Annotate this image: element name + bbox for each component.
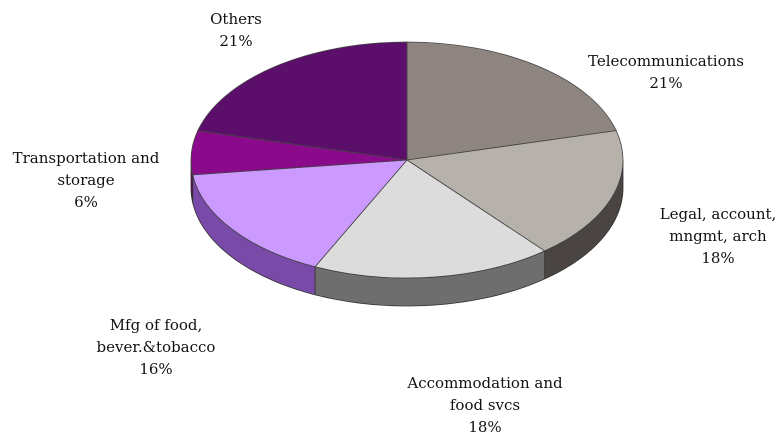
- slice-name-label: storage: [57, 171, 114, 189]
- slice-name-label: Others: [210, 10, 262, 28]
- slice-name-label: mngmt, arch: [669, 227, 767, 245]
- slice-label-transportation-and-storage: Transportation and storage 6%: [13, 149, 160, 211]
- slice-name-label: Accommodation and: [406, 374, 563, 392]
- pie-slice-others: [197, 41, 408, 161]
- slice-percent-label: 21%: [649, 74, 682, 92]
- slice-percent-label: 16%: [139, 360, 172, 378]
- slice-name-label: bever.&tobacco: [97, 338, 216, 356]
- slice-label-telecommunications: Telecommunications 21%: [588, 52, 744, 92]
- slice-label-accommodation-and-food-svcs: Accommodation and food svcs 18%: [406, 374, 563, 436]
- slice-name-label: Transportation and: [13, 149, 160, 167]
- slice-label-mfg-of-food-bever-tobacco: Mfg of food, bever.&tobacco 16%: [97, 316, 216, 378]
- pie-slice-legal-account-mngmt-arch: [405, 130, 624, 252]
- slice-label-others: Others 21%: [210, 10, 262, 50]
- slice-label-legal-account-mngmt-arch: Legal, account, mngmt, arch 18%: [660, 205, 777, 267]
- slice-percent-label: 6%: [74, 193, 98, 211]
- slice-percent-label: 18%: [468, 418, 501, 436]
- pie-slice-accommodation-and-food-svcs: [314, 159, 546, 279]
- pie-tops: [190, 41, 624, 279]
- slice-name-label: food svcs: [450, 396, 520, 414]
- pie-sides: [190, 159, 624, 307]
- pie-slice-telecommunications: [406, 41, 617, 161]
- slice-name-label: Mfg of food,: [110, 316, 203, 334]
- pie-slice-mfg-of-food-bever-tobacco: [192, 159, 408, 268]
- pie-labels: Telecommunications 21% Legal, account, mngm…: [13, 10, 777, 436]
- slice-percent-label: 18%: [701, 249, 734, 267]
- slice-name-label: Telecommunications: [588, 52, 744, 70]
- slice-percent-label: 21%: [219, 32, 252, 50]
- slice-name-label: Legal, account,: [660, 205, 777, 223]
